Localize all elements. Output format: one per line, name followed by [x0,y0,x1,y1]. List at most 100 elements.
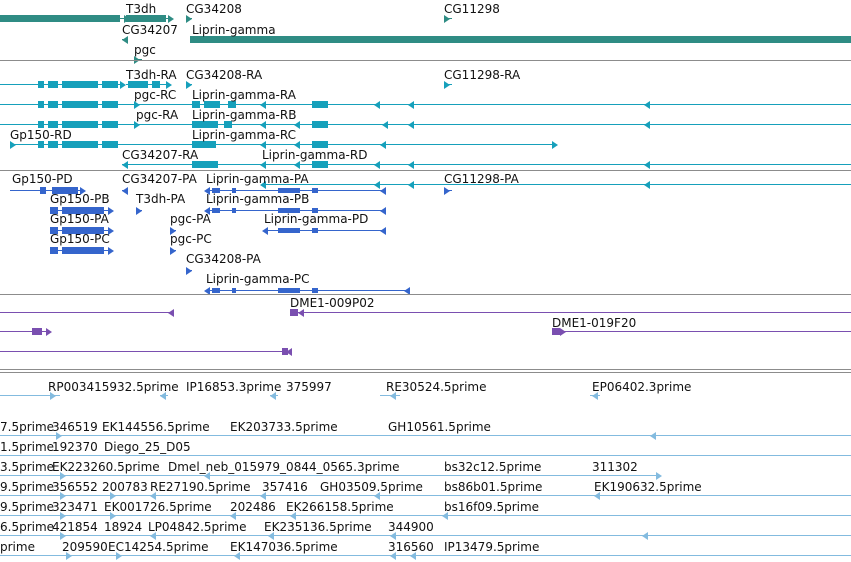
gene-label[interactable]: pgc [134,43,156,57]
est-label[interactable]: 375997 [286,380,332,394]
est-label[interactable]: EK190632.5prime [594,480,702,494]
protein-glyph[interactable] [50,225,114,237]
feature-label[interactable]: CG34207-PA [122,172,197,186]
est-label[interactable]: EC14254.5prime [108,540,209,554]
gene-label[interactable]: T3dh [126,2,157,16]
est-label[interactable]: Dmel_neb_015979_0844_0565.3prime [168,460,400,474]
est-label[interactable]: EK147036.5prime [230,540,338,554]
est-label[interactable]: IP13479.5prime [444,540,540,554]
protein-glyph[interactable] [50,245,114,257]
est-label[interactable]: 202486 [230,500,276,514]
clone-glyph[interactable] [290,307,851,319]
gene-glyph[interactable] [126,13,174,25]
est-label[interactable]: RE30524.5prime [386,380,487,394]
est-glyph[interactable] [160,390,168,402]
clone-glyph[interactable] [0,346,292,358]
est-label[interactable]: 7.5prime [0,420,55,434]
est-label[interactable]: RE27190.5prime [150,480,251,494]
est-label[interactable]: LP04842.5prime [148,520,247,534]
gene-glyph[interactable] [190,34,851,46]
est-glyph[interactable] [0,390,60,402]
clone-glyph[interactable] [0,326,52,338]
feature-label[interactable]: CG34208-RA [186,68,263,82]
feature-label[interactable]: Liprin-gamma-RD [262,148,368,162]
est-label[interactable]: 18924 [104,520,143,534]
transcript-glyph[interactable] [0,99,851,111]
feature-label[interactable]: Gp150-PB [50,192,110,206]
est-label[interactable]: 316560 [388,540,434,554]
transcript-glyph[interactable] [0,79,126,91]
feature-label[interactable]: Gp150-PD [12,172,73,186]
feature-label[interactable]: Gp150-RD [10,128,72,142]
protein-glyph[interactable] [10,185,86,197]
clone-glyph[interactable] [552,326,851,338]
est-label[interactable]: EK144556.5prime [102,420,210,434]
est-label[interactable]: GH03509.5prime [320,480,423,494]
feature-label[interactable]: pgc-PC [170,232,212,246]
est-label[interactable]: 209590 [62,540,108,554]
est-label[interactable]: 3.5prime [0,460,55,474]
protein-glyph[interactable] [262,225,386,237]
protein-glyph[interactable] [136,205,142,217]
feature-label[interactable]: Liprin-gamma-RC [192,128,296,142]
est-label[interactable]: prime [0,540,35,554]
feature-label[interactable]: CG34208-PA [186,252,261,266]
est-glyph[interactable] [0,470,662,482]
est-label[interactable]: 344900 [388,520,434,534]
gene-label[interactable]: CG11298 [444,2,500,16]
est-label[interactable]: 357416 [262,480,308,494]
gene-label[interactable]: CG34208 [186,2,242,16]
est-label[interactable]: 1.5prime [0,440,55,454]
est-label[interactable]: 323471 [52,500,98,514]
est-label[interactable]: bs16f09.5prime [444,500,540,514]
feature-label[interactable]: Gp150-PA [50,212,109,226]
protein-glyph[interactable] [170,245,176,257]
est-label[interactable]: 421854 [52,520,98,534]
est-label[interactable]: GH10561.5prime [388,420,491,434]
feature-label[interactable]: Gp150-PC [50,232,110,246]
protein-glyph[interactable] [204,285,410,297]
gene-label[interactable]: Liprin-gamma [192,23,276,37]
feature-label[interactable]: Liprin-gamma-RB [192,108,297,122]
feature-label[interactable]: CG34207-RA [122,148,199,162]
feature-label[interactable]: Liprin-gamma-RA [192,88,296,102]
est-label[interactable]: EK266158.5prime [286,500,394,514]
est-label[interactable]: bs86b01.5prime [444,480,543,494]
transcript-glyph[interactable] [10,139,558,151]
gene-glyph[interactable] [0,13,130,25]
est-label[interactable]: 9.5prime [0,480,55,494]
feature-label[interactable]: CG11298-PA [444,172,519,186]
protein-glyph[interactable] [170,225,176,237]
transcript-glyph[interactable] [126,79,172,91]
transcript-glyph[interactable] [444,79,452,91]
feature-label[interactable]: Liprin-gamma-PD [264,212,369,226]
gene-glyph[interactable] [122,34,128,46]
est-label[interactable]: 311302 [592,460,638,474]
est-glyph[interactable] [0,550,851,562]
est-label[interactable]: EK001726.5prime [104,500,212,514]
protein-glyph[interactable] [122,185,128,197]
feature-label[interactable]: pgc-RA [136,108,179,122]
est-label[interactable]: bs32c12.5prime [444,460,542,474]
est-label[interactable]: EK223260.5prime [52,460,160,474]
est-label[interactable]: IP16853.3prime [186,380,282,394]
protein-glyph[interactable] [186,265,192,277]
est-label[interactable]: 6.5prime [0,520,55,534]
est-label[interactable]: EK235136.5prime [264,520,372,534]
est-label[interactable]: Diego_25_D05 [104,440,191,454]
est-label[interactable]: EK203733.5prime [230,420,338,434]
est-glyph[interactable] [0,490,851,502]
feature-label[interactable]: CG11298-RA [444,68,521,82]
clone-label[interactable]: DME1-019F20 [552,316,637,330]
est-label[interactable]: 356552 [52,480,98,494]
transcript-glyph[interactable] [260,179,851,191]
feature-label[interactable]: T3dh-RA [126,68,177,82]
protein-glyph[interactable] [444,185,452,197]
transcript-glyph[interactable] [122,159,851,171]
est-label[interactable]: 192370 [52,440,98,454]
est-label[interactable]: 200783 [102,480,148,494]
feature-label[interactable]: pgc-RC [134,88,177,102]
clone-glyph[interactable] [0,307,174,319]
est-label[interactable]: 346519 [52,420,98,434]
clone-label[interactable]: DME1-009P02 [290,296,375,310]
